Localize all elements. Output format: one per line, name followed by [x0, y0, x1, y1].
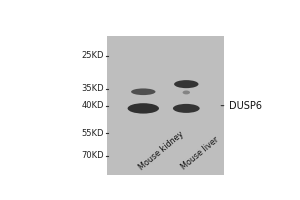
Text: 25KD: 25KD	[81, 51, 104, 60]
Ellipse shape	[128, 103, 159, 114]
Text: 40KD: 40KD	[81, 101, 104, 110]
Ellipse shape	[131, 88, 155, 95]
Text: DUSP6: DUSP6	[221, 101, 262, 111]
Ellipse shape	[173, 104, 200, 113]
Text: Mouse liver: Mouse liver	[179, 135, 220, 172]
Text: 35KD: 35KD	[81, 84, 104, 93]
Text: 70KD: 70KD	[81, 151, 104, 160]
Ellipse shape	[174, 80, 199, 88]
Bar	[107, 36, 224, 175]
Text: Mouse kidney: Mouse kidney	[137, 129, 186, 172]
Ellipse shape	[183, 91, 190, 94]
Text: 55KD: 55KD	[81, 129, 104, 138]
